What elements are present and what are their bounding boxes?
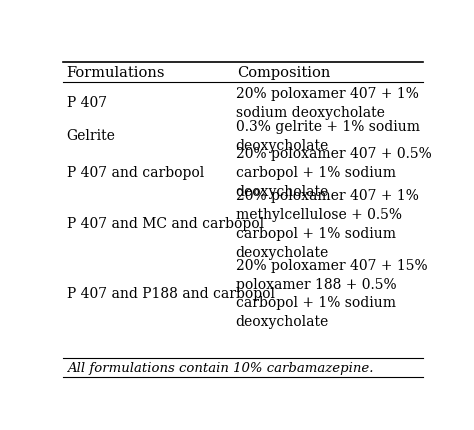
Text: 20% poloxamer 407 + 15%
poloxamer 188 + 0.5%
carbopol + 1% sodium
deoxycholate: 20% poloxamer 407 + 15% poloxamer 188 + … — [236, 258, 427, 329]
Text: P 407 and P188 and carbopol: P 407 and P188 and carbopol — [66, 286, 274, 300]
Text: All formulations contain 10% carbamazepine.: All formulations contain 10% carbamazepi… — [66, 361, 373, 374]
Text: Gelrite: Gelrite — [66, 129, 116, 143]
Text: P 407 and MC and carbopol: P 407 and MC and carbopol — [66, 217, 264, 231]
Text: P 407 and carbopol: P 407 and carbopol — [66, 166, 204, 179]
Text: Formulations: Formulations — [66, 66, 165, 80]
Text: P 407: P 407 — [66, 96, 107, 110]
Text: Composition: Composition — [237, 66, 330, 80]
Text: 0.3% gelrite + 1% sodium
deoxycholate: 0.3% gelrite + 1% sodium deoxycholate — [236, 120, 419, 153]
Text: 20% poloxamer 407 + 1%
methylcellulose + 0.5%
carbopol + 1% sodium
deoxycholate: 20% poloxamer 407 + 1% methylcellulose +… — [236, 188, 419, 259]
Text: 20% poloxamer 407 + 1%
sodium deoxycholate: 20% poloxamer 407 + 1% sodium deoxychola… — [236, 86, 419, 120]
Text: 20% poloxamer 407 + 0.5%
carbopol + 1% sodium
deoxycholate: 20% poloxamer 407 + 0.5% carbopol + 1% s… — [236, 147, 431, 198]
